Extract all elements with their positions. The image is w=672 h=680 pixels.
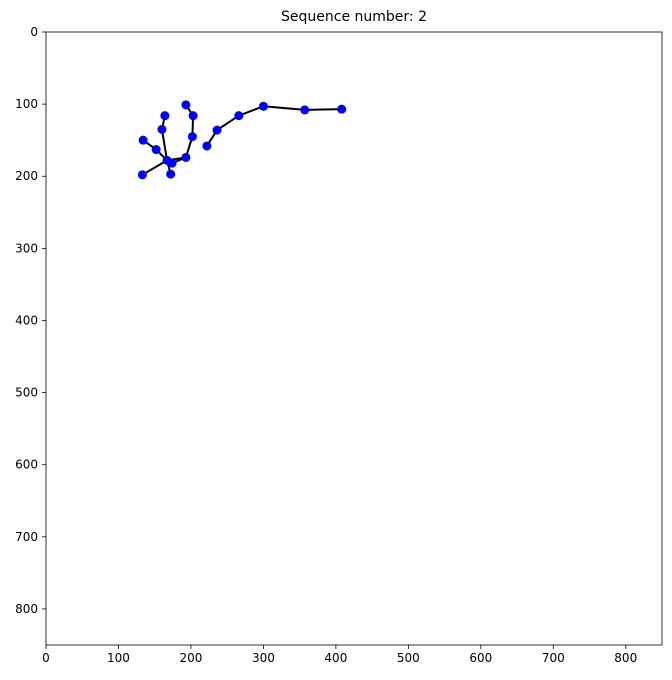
keypoint-marker: [234, 111, 244, 121]
x-axis: 0 100 200 300 400 500 600 700 800: [42, 645, 637, 665]
y-axis: 0 100 200 300 400 500 600 700 800: [15, 25, 46, 616]
keypoint-marker: [212, 125, 222, 135]
y-tick-label: 300: [15, 241, 38, 255]
keypoint-marker: [157, 124, 167, 134]
y-tick-label: 0: [30, 25, 38, 39]
skeleton-segment: [141, 159, 168, 176]
keypoint-marker: [138, 135, 148, 145]
axes-frame: [45, 31, 663, 646]
x-tick-label: 800: [614, 651, 637, 665]
x-tick-label: 100: [107, 651, 130, 665]
skeleton-segment: [304, 108, 342, 111]
x-tick-label: 500: [397, 651, 420, 665]
y-tick-label: 100: [15, 97, 38, 111]
x-tick-label: 600: [469, 651, 492, 665]
keypoint-marker: [258, 101, 268, 111]
y-tick-label: 700: [15, 530, 38, 544]
x-tick-label: 700: [542, 651, 565, 665]
keypoint-marker: [188, 111, 198, 121]
keypoint-marker: [166, 169, 176, 179]
x-tick-label: 200: [179, 651, 202, 665]
keypoint-marker: [151, 145, 161, 155]
keypoint-marker: [181, 100, 191, 110]
keypoint-marker: [202, 141, 212, 151]
chart-title: Sequence number: 2: [281, 9, 427, 25]
keypoint-marker: [160, 111, 170, 121]
skeleton-segment: [263, 105, 305, 111]
keypoint-marker: [300, 105, 310, 115]
keypoint-markers: [137, 100, 347, 180]
y-tick-label: 500: [15, 386, 38, 400]
skeleton-segment: [160, 129, 169, 161]
y-tick-label: 600: [15, 458, 38, 472]
keypoint-marker: [181, 152, 191, 162]
keypoint-marker: [187, 132, 197, 142]
keypoint-marker: [337, 104, 347, 114]
y-tick-label: 800: [15, 602, 38, 616]
y-tick-label: 200: [15, 169, 38, 183]
y-tick-label: 400: [15, 313, 38, 327]
keypoint-marker: [162, 155, 172, 165]
keypoint-marker: [137, 170, 147, 180]
x-tick-label: 0: [42, 651, 50, 665]
x-tick-label: 400: [324, 651, 347, 665]
x-tick-label: 300: [252, 651, 275, 665]
